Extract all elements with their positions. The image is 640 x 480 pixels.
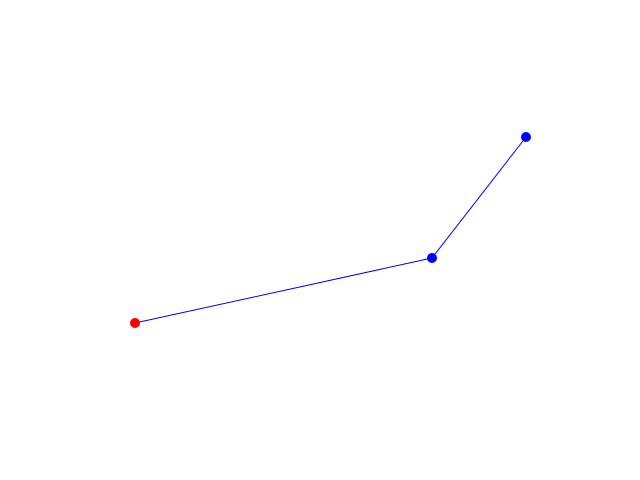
- node-end: [521, 132, 531, 142]
- nodes-layer: [130, 132, 531, 328]
- edge-middle-end: [431, 136, 527, 259]
- node-middle: [427, 253, 437, 263]
- node-start: [130, 318, 140, 328]
- edge-start-middle: [134, 257, 433, 324]
- edges-layer: [134, 136, 527, 324]
